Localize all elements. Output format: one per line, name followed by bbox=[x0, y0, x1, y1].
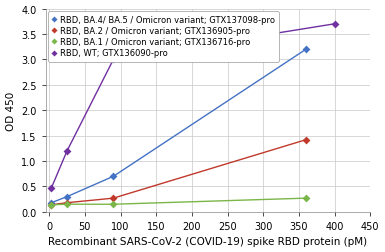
Point bbox=[110, 175, 117, 179]
Y-axis label: OD 450: OD 450 bbox=[5, 91, 15, 130]
Point bbox=[64, 149, 70, 153]
Point bbox=[48, 201, 54, 205]
Point bbox=[64, 195, 70, 199]
Point bbox=[303, 196, 309, 200]
Point bbox=[303, 48, 309, 52]
Point bbox=[64, 202, 70, 206]
Point bbox=[331, 23, 338, 27]
Point bbox=[110, 202, 117, 206]
Point bbox=[110, 58, 117, 62]
Point bbox=[48, 186, 54, 190]
Point bbox=[48, 203, 54, 207]
Point bbox=[110, 196, 117, 200]
Point bbox=[64, 201, 70, 205]
Point bbox=[48, 203, 54, 207]
Legend: RBD, BA.4/ BA.5 / Omicron variant; GTX137098-pro, RBD, BA.2 / Omicron variant; G: RBD, BA.4/ BA.5 / Omicron variant; GTX13… bbox=[48, 12, 279, 62]
X-axis label: Recombinant SARS-CoV-2 (COVID-19) spike RBD protein (pM): Recombinant SARS-CoV-2 (COVID-19) spike … bbox=[49, 237, 367, 246]
Point bbox=[303, 138, 309, 142]
